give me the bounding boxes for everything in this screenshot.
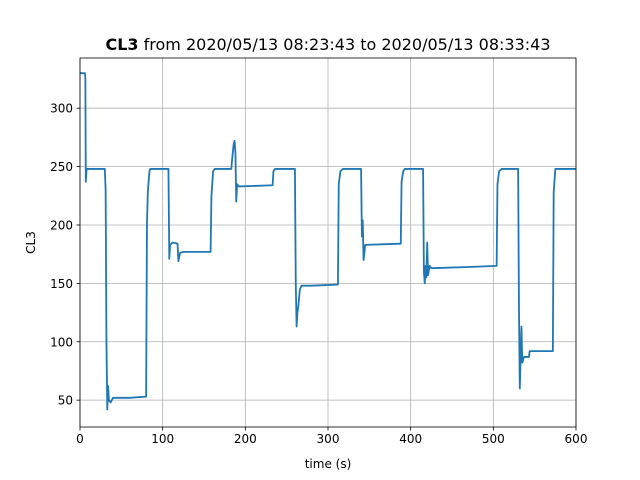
chart-title: CL3 from 2020/05/13 08:23:43 to 2020/05/… [105,35,550,54]
x-tick-label: 600 [565,432,588,446]
y-tick-label: 50 [58,394,73,408]
y-tick-label: 100 [50,335,73,349]
x-tick-label: 100 [151,432,174,446]
x-axis-label: time (s) [305,457,352,471]
grid-lines [79,58,577,427]
series-layer [80,72,576,411]
y-axis-ticks: 50 100 150 200 250 300 [50,102,80,408]
x-tick-label: 300 [317,432,340,446]
x-axis-ticks: 0 100 200 300 400 500 600 [76,427,587,446]
x-tick-label: 200 [234,432,257,446]
chart-title-bold: CL3 [105,35,138,54]
x-tick-label: 0 [76,432,84,446]
y-tick-label: 150 [50,277,73,291]
x-tick-label: 500 [482,432,505,446]
y-tick-label: 250 [50,160,73,174]
chart-title-rest: from 2020/05/13 08:23:43 to 2020/05/13 0… [139,35,551,54]
y-axis-label: CL3 [24,231,38,254]
y-tick-label: 300 [50,102,73,116]
series-line [80,72,576,411]
y-tick-label: 200 [50,218,73,232]
x-tick-label: 400 [399,432,422,446]
